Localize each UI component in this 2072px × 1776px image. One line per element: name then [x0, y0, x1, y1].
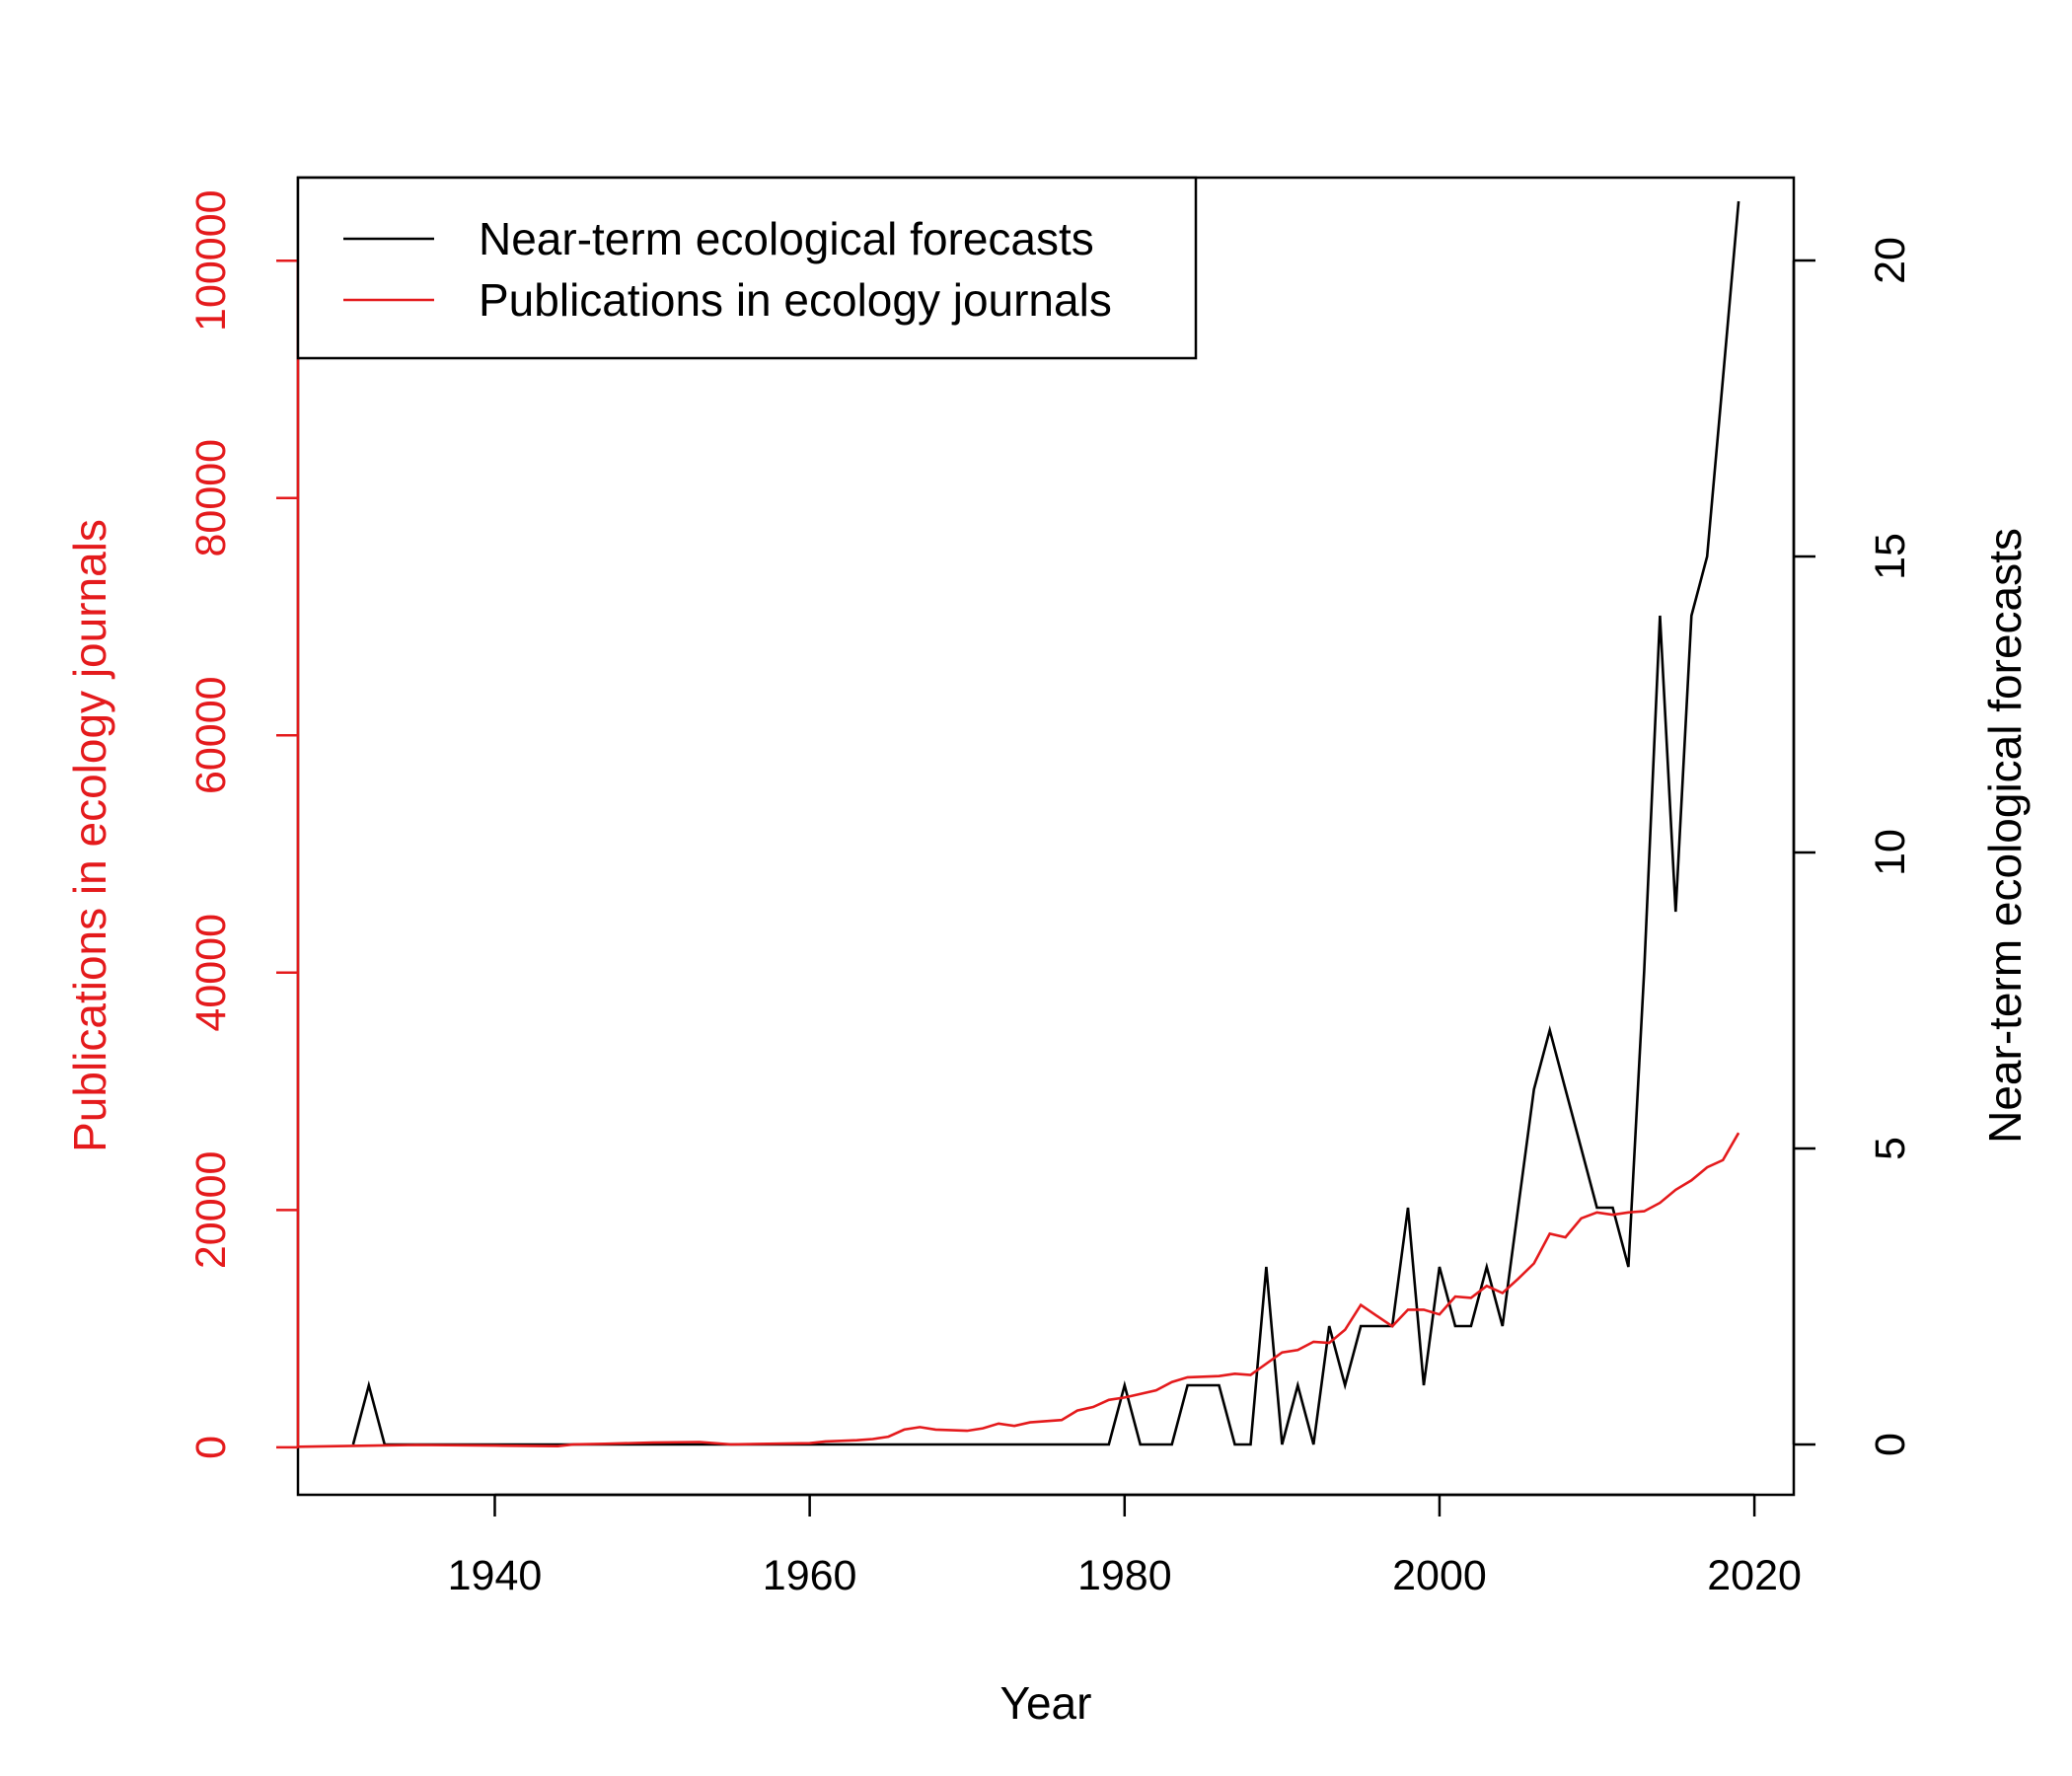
- y-left-tick-label: 0: [187, 1436, 235, 1459]
- y-right-tick-label: 20: [1867, 237, 1914, 284]
- y-axis-left-title: Publications in ecology journals: [64, 519, 115, 1152]
- x-axis-title: Year: [1000, 1677, 1092, 1729]
- y-left-tick-label: 40000: [187, 914, 235, 1032]
- plot-frame: [296, 176, 1796, 1497]
- x-tick-label: 2020: [1707, 1552, 1802, 1599]
- x-tick-label: 2000: [1392, 1552, 1487, 1599]
- y-axis-right: 0 5 10 15 20: [1792, 237, 1914, 1456]
- publications-line: [298, 1132, 1740, 1448]
- forecasts-series: [351, 200, 1740, 1446]
- forecasts-line: [351, 200, 1740, 1446]
- y-axis-right-title: Near-term ecological forecasts: [1979, 528, 2031, 1144]
- x-tick-label: 1940: [448, 1552, 543, 1599]
- y-right-tick-label: 0: [1867, 1433, 1914, 1456]
- y-right-tick-label: 5: [1867, 1137, 1914, 1160]
- publications-series: [298, 1132, 1740, 1448]
- x-tick-label: 1960: [763, 1552, 857, 1599]
- legend-box: [296, 176, 1198, 360]
- x-tick-label: 1980: [1077, 1552, 1172, 1599]
- y-right-tick-label: 10: [1867, 829, 1914, 876]
- x-axis: 1940 1960 1980 2000 2020: [448, 1493, 1802, 1599]
- y-right-tick-label: 15: [1867, 533, 1914, 580]
- legend-label-forecasts: Near-term ecological forecasts: [479, 213, 1094, 264]
- y-left-tick-label: 60000: [187, 676, 235, 794]
- legend: Near-term ecological forecasts Publicati…: [296, 176, 1198, 360]
- legend-label-publications: Publications in ecology journals: [479, 274, 1112, 326]
- y-left-tick-label: 80000: [187, 439, 235, 557]
- y-left-tick-label: 20000: [187, 1151, 235, 1270]
- y-axis-left: 0 20000 40000 60000 80000 100000: [187, 189, 300, 1459]
- y-left-tick-label: 100000: [187, 189, 235, 332]
